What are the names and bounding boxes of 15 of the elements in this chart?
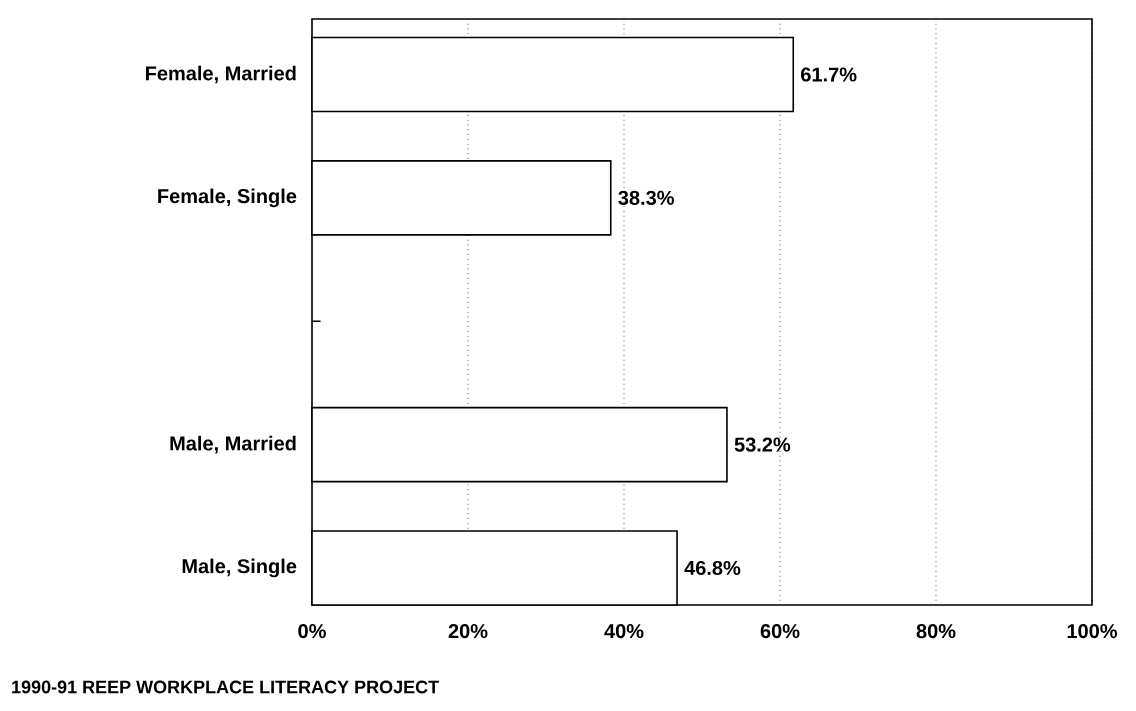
x-tick-label: 80%	[916, 624, 956, 639]
y-tick-label: Male, Married	[170, 435, 296, 454]
data-label: 46.8%	[684, 560, 741, 576]
x-tick-label: 0%	[298, 624, 326, 639]
x-tick-label: 100%	[1067, 624, 1118, 639]
y-tick-label: Female, Married	[146, 65, 296, 84]
text: 1990-91 REEP WORKPLACE LITERACY PROJECT	[12, 680, 439, 694]
x-tick-label: 60%	[760, 624, 800, 639]
x-tick-label: 40%	[604, 624, 644, 639]
y-tick-label: Male, Single	[182, 558, 297, 578]
data-label: 61.7%	[801, 67, 857, 82]
data-label: 38.3%	[618, 190, 674, 205]
y-tick-label: Female, Single	[158, 188, 297, 208]
data-label: 53.2%	[734, 437, 791, 452]
x-tick-label: 20%	[448, 624, 488, 639]
